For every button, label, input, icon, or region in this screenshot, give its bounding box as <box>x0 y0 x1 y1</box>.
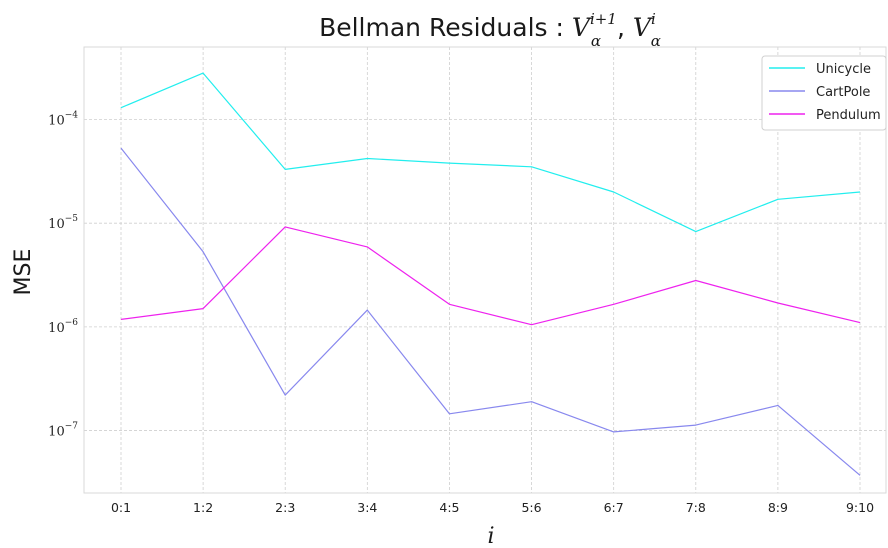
legend-box <box>761 55 887 131</box>
y-tick-label: 10−6 <box>48 318 78 336</box>
y-tick-label: 10−7 <box>48 422 78 440</box>
y-tick-labels: 10−4 10−5 10−6 10−7 <box>48 110 78 439</box>
title-separator: , <box>617 13 633 42</box>
plot-frame <box>83 46 887 494</box>
x-tick-label: 6:7 <box>604 500 624 515</box>
x-tick-label: 5:6 <box>521 500 541 515</box>
x-tick-label: 1:2 <box>193 500 213 515</box>
chart-title: Bellman Residuals : Vi+1 α, Vi α <box>319 10 661 50</box>
legend-label-cartpole: CartPole <box>816 85 870 100</box>
title-term1-sub: α <box>591 32 601 50</box>
legend-label-pendulum: Pendulum <box>816 108 881 123</box>
title-term2-sup: i <box>651 10 656 28</box>
series-lines <box>120 72 861 476</box>
x-tick-label: 9:10 <box>846 500 874 515</box>
x-tick-label: 0:1 <box>111 500 131 515</box>
x-tick-label: 3:4 <box>357 500 377 515</box>
chart-title-prefix: Bellman Residuals : <box>319 13 572 42</box>
x-axis-label: i <box>487 524 494 548</box>
series-line-unicycle <box>120 72 861 233</box>
title-term1-sup: i+1 <box>590 10 617 28</box>
y-tick-label: 10−5 <box>48 214 78 232</box>
x-tick-labels: 0:1 1:2 2:3 3:4 4:5 5:6 6:7 7:8 8:9 9:10 <box>111 500 874 515</box>
y-axis-label: MSE <box>11 249 36 296</box>
y-tick-label: 10−4 <box>48 110 78 128</box>
legend-label-unicycle: Unicycle <box>816 62 871 77</box>
title-term1-base: V <box>572 13 593 42</box>
series-line-pendulum <box>120 226 861 326</box>
grid <box>84 47 886 493</box>
x-tick-label: 4:5 <box>439 500 459 515</box>
x-tick-label: 7:8 <box>686 500 706 515</box>
title-term2-base: V <box>633 13 654 42</box>
plot-area <box>83 46 887 494</box>
x-tick-label: 8:9 <box>768 500 788 515</box>
series-line-cartpole <box>120 147 861 476</box>
legend: Unicycle CartPole Pendulum <box>761 55 887 131</box>
title-term2-sub: α <box>651 32 661 50</box>
x-tick-label: 2:3 <box>275 500 295 515</box>
